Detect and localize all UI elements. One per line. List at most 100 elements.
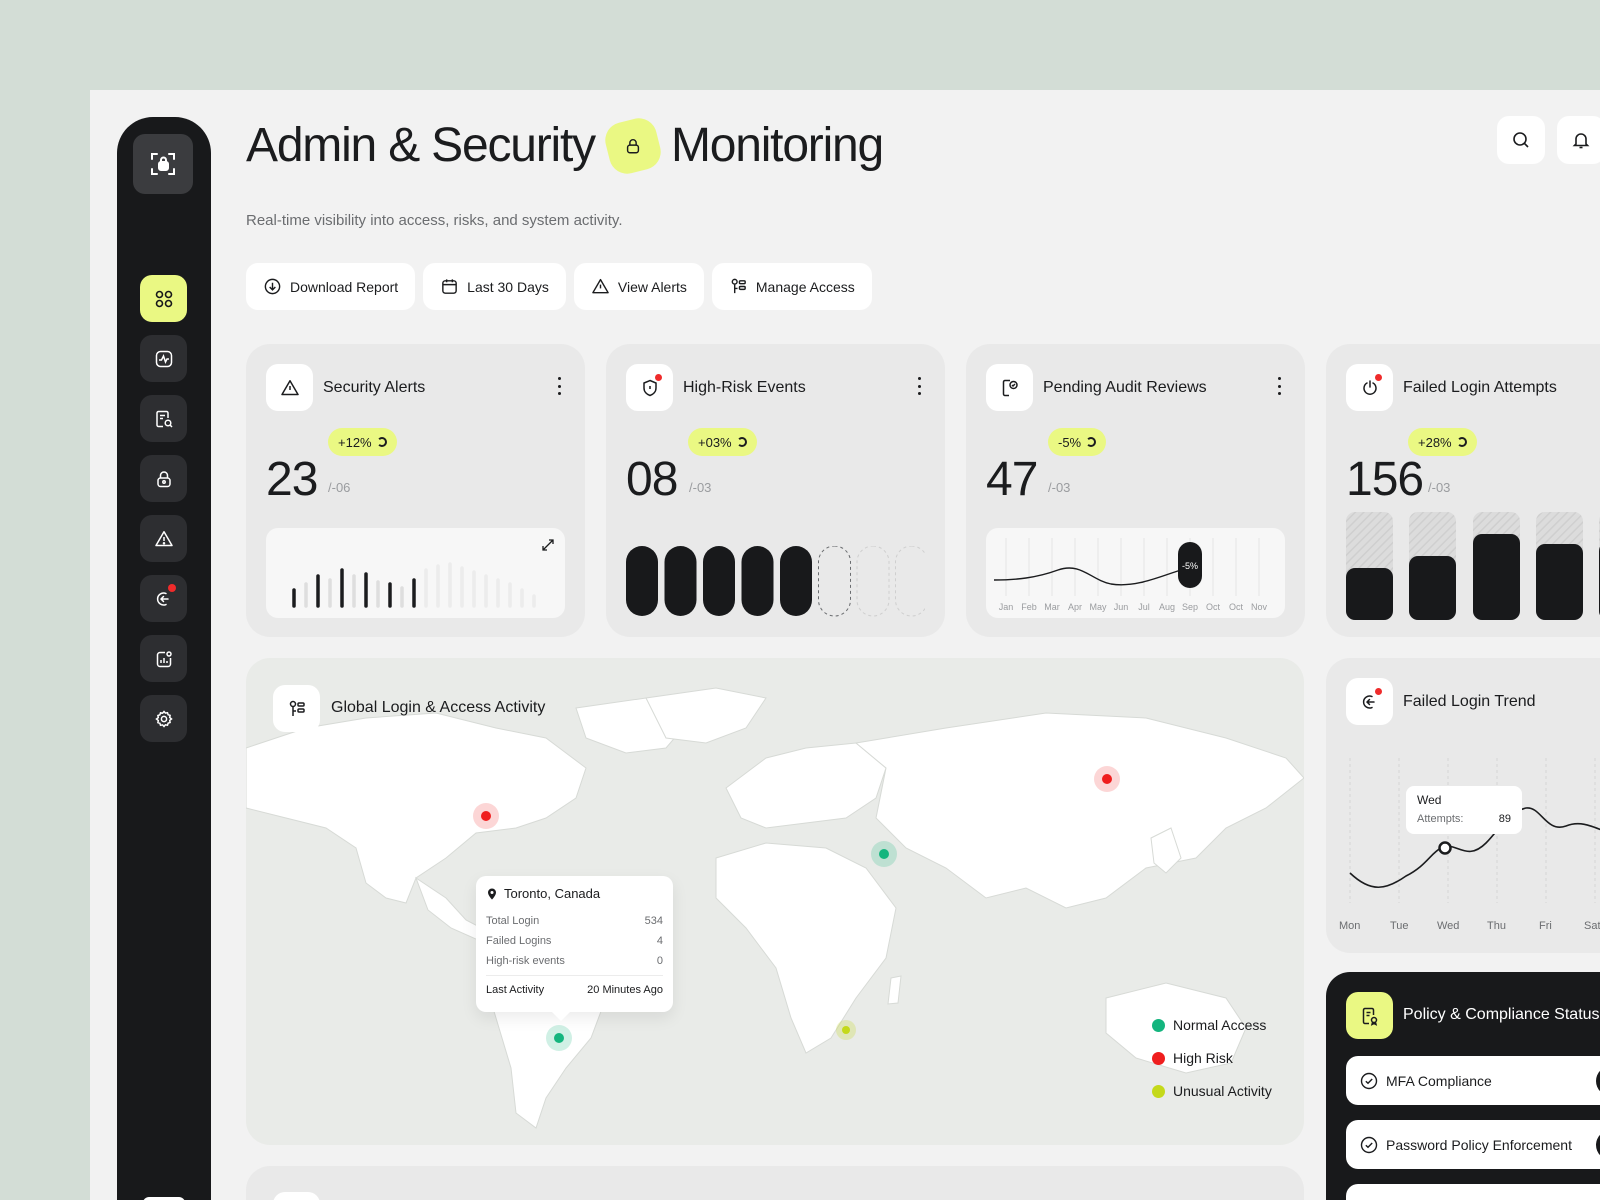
expand-icon[interactable]	[541, 538, 555, 552]
metric-sub: /-03	[689, 480, 712, 495]
change-badge: -5%	[1048, 428, 1107, 456]
policy-title: Policy & Compliance Status	[1403, 1006, 1600, 1023]
tooltip-row: Total Login 534	[486, 915, 663, 927]
audit-line	[993, 567, 1182, 586]
month-label: Aug	[1159, 602, 1175, 612]
trend-tooltip: Wed Attempts: 89	[1406, 786, 1522, 834]
access-icon	[289, 700, 305, 716]
search-icon	[1513, 132, 1529, 148]
metric-value: 23	[266, 453, 318, 506]
more-menu-icon[interactable]	[557, 377, 561, 395]
manage-access-button[interactable]: Manage Access	[711, 263, 872, 310]
month-label: Sep	[1182, 602, 1198, 612]
warning-icon	[592, 278, 609, 294]
policy-item-next[interactable]	[1346, 1184, 1600, 1200]
failed-login-trend-card: Failed Login Trend Wed Attempts: 89 Mon T…	[1326, 658, 1600, 953]
change-badge: +12%	[328, 428, 397, 456]
card-title: Pending Audit Reviews	[1043, 379, 1207, 396]
legend-unusual-activity: Unusual Activity	[1152, 1083, 1272, 1099]
app-logo[interactable]	[133, 134, 193, 194]
warning-icon	[280, 379, 299, 395]
download-report-button[interactable]: Download Report	[246, 263, 416, 310]
bottom-card	[246, 1166, 1304, 1200]
card-title: Failed Login Attempts	[1403, 379, 1557, 396]
more-menu-icon[interactable]	[1277, 377, 1281, 395]
audit-marker-label: -5%	[1182, 561, 1198, 571]
sidebar-avatar-edge[interactable]	[143, 1197, 185, 1200]
metric-sub: /-06	[328, 480, 351, 495]
audit-marker	[1178, 542, 1202, 588]
toggle-knob[interactable]	[1596, 1130, 1600, 1160]
sidebar-item-activity[interactable]	[140, 335, 187, 382]
card-icon-box	[1346, 678, 1393, 725]
power-icon	[1362, 379, 1377, 395]
metric-value: 47	[986, 453, 1038, 506]
map-title: Global Login & Access Activity	[331, 699, 546, 716]
check-circle-icon	[1360, 1072, 1378, 1089]
sidebar-item-settings[interactable]	[140, 695, 187, 742]
card-icon-box	[986, 364, 1033, 411]
month-label: Jun	[1114, 602, 1129, 612]
notification-dot	[1375, 688, 1382, 695]
location-tooltip: Toronto, Canada Total Login 534 Failed Lo…	[476, 876, 673, 1021]
card-icon-box	[273, 1192, 320, 1200]
metric-sub: /-03	[1428, 480, 1451, 495]
notification-dot	[655, 374, 662, 381]
metric-sub: /-03	[1048, 480, 1071, 495]
pin-icon	[488, 888, 496, 899]
notifications-button[interactable]	[1557, 116, 1600, 164]
login-icon	[1362, 694, 1375, 709]
bell-icon	[1572, 133, 1590, 149]
month-label: May	[1089, 602, 1107, 612]
event-pill	[818, 546, 851, 617]
month-label: Nov	[1251, 602, 1268, 612]
gear-icon	[154, 709, 173, 728]
block-bar-chart	[1346, 512, 1600, 620]
event-pill	[741, 546, 774, 616]
metric-value: 08	[626, 453, 678, 506]
title-part2: Monitoring	[670, 119, 884, 172]
change-badge: +28%	[1408, 428, 1477, 456]
security-alerts-card: Security Alerts +12% 23 /-06	[246, 344, 585, 637]
policy-compliance-card: Policy & Compliance Status MFA Complianc…	[1326, 972, 1600, 1200]
shield-icon	[642, 379, 657, 396]
policy-item-password[interactable]: Password Policy Enforcement	[1346, 1120, 1600, 1169]
audit-review-icon	[1002, 379, 1018, 396]
toggle-knob[interactable]	[1596, 1066, 1600, 1096]
warning-icon	[154, 530, 173, 546]
legend-high-risk: High Risk	[1152, 1050, 1233, 1066]
card-title: Failed Login Trend	[1403, 693, 1536, 710]
audit-icon	[155, 410, 173, 428]
pending-audit-card: Pending Audit Reviews -5% 47 /-03 Jan Feb…	[966, 344, 1305, 637]
card-title: Security Alerts	[323, 379, 426, 396]
card-icon-box	[1346, 992, 1393, 1039]
tooltip-row: High-risk events 0	[486, 955, 663, 967]
audit-line-chart: Jan Feb Mar Apr May Jun Jul Aug Sep Oct Oct Nov -5%	[986, 528, 1285, 618]
view-alerts-button[interactable]: View Alerts	[573, 263, 704, 310]
policy-item-mfa[interactable]: MFA Compliance	[1346, 1056, 1600, 1105]
check-circle-icon	[1360, 1136, 1378, 1153]
sidebar-item-logins[interactable]	[140, 575, 187, 622]
month-label: Feb	[1021, 602, 1037, 612]
more-menu-icon[interactable]	[917, 377, 921, 395]
card-icon-box	[1346, 364, 1393, 411]
map-markers	[473, 766, 1120, 1051]
world-map[interactable]	[246, 658, 1304, 1145]
page-title: Admin & Security Monitoring	[246, 113, 884, 178]
search-button[interactable]	[1497, 116, 1545, 164]
sidebar	[117, 117, 211, 1200]
sidebar-item-security[interactable]	[140, 455, 187, 502]
scan-lock-icon	[151, 153, 175, 175]
date-range-button[interactable]: Last 30 Days	[423, 263, 566, 310]
title-part1: Admin & Security	[246, 119, 596, 172]
policy-icon	[1362, 1007, 1377, 1026]
notification-dot	[1375, 374, 1382, 381]
lock-icon	[626, 138, 640, 153]
sidebar-item-audit[interactable]	[140, 395, 187, 442]
grid-icon	[155, 290, 172, 307]
sidebar-item-reports[interactable]	[140, 635, 187, 682]
high-risk-events-card: High-Risk Events +03% 08 /-03	[606, 344, 945, 637]
sidebar-item-dashboard[interactable]	[140, 275, 187, 322]
spinner-icon	[376, 437, 387, 447]
sidebar-item-alerts[interactable]	[140, 515, 187, 562]
